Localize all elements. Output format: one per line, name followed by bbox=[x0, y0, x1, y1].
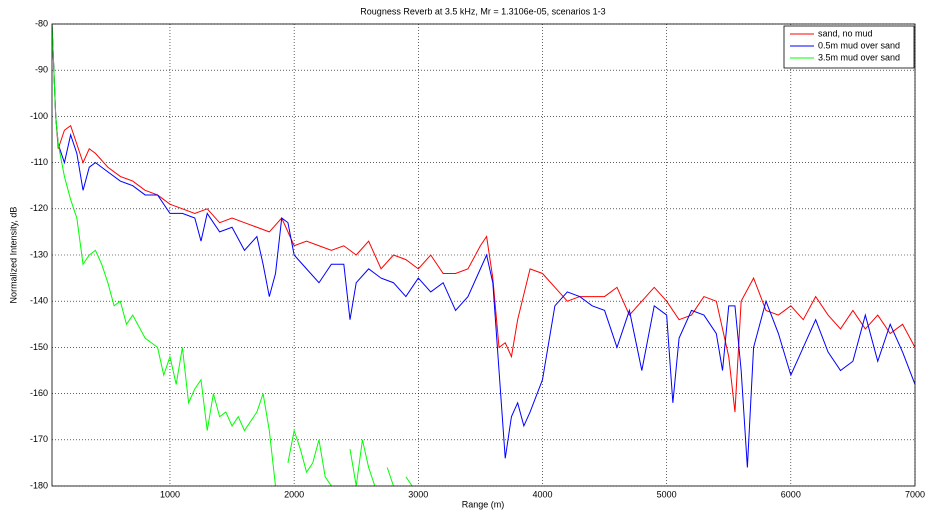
y-tick-label: -140 bbox=[30, 296, 48, 306]
legend-label: sand, no mud bbox=[818, 28, 873, 38]
x-tick-label: 5000 bbox=[657, 489, 677, 499]
y-tick-label: -110 bbox=[31, 157, 48, 167]
x-tick-label: 7000 bbox=[905, 489, 925, 499]
y-tick-label: -160 bbox=[30, 388, 48, 398]
y-tick-label: -130 bbox=[30, 249, 48, 259]
y-tick-label: -150 bbox=[30, 342, 48, 352]
plot-frame bbox=[51, 23, 916, 487]
series-line bbox=[52, 24, 915, 468]
y-tick-label: -80 bbox=[35, 18, 48, 28]
chart-title: Rougness Reverb at 3.5 kHz, Mr = 1.3106e… bbox=[360, 6, 605, 16]
x-axis-label: Range (m) bbox=[462, 499, 505, 509]
y-tick-label: -170 bbox=[30, 434, 48, 444]
legend-label: 3.5m mud over sand bbox=[818, 52, 900, 62]
y-tick-label: -90 bbox=[35, 65, 48, 75]
y-tick-label: -120 bbox=[30, 203, 48, 213]
series-line bbox=[52, 24, 413, 486]
x-tick-label: 2000 bbox=[284, 489, 304, 499]
y-tick-label: -100 bbox=[30, 111, 48, 121]
y-tick-label: -180 bbox=[30, 480, 48, 490]
x-tick-label: 3000 bbox=[408, 489, 428, 499]
x-tick-label: 1000 bbox=[160, 489, 180, 499]
y-axis-label: Normalized Intensity, dB bbox=[8, 207, 18, 304]
plot-lines bbox=[52, 24, 915, 486]
legend-label: 0.5m mud over sand bbox=[818, 40, 900, 50]
x-tick-label: 6000 bbox=[781, 489, 801, 499]
x-tick-label: 4000 bbox=[532, 489, 552, 499]
legend-box bbox=[783, 25, 915, 69]
